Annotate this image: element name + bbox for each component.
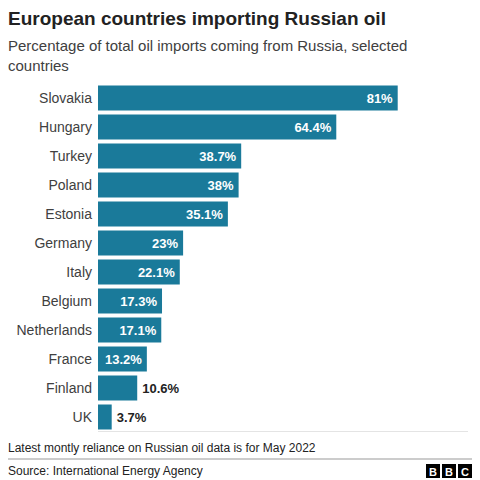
bars [98,86,398,430]
page: {"chart_data": {"type": "bar", "orientat… [0,0,480,480]
data-label: 38.7% [199,149,236,164]
category-label: France [48,351,92,367]
logo-letter: B [445,466,453,478]
logo: BBC [426,464,472,478]
bar [98,144,241,169]
logo-box [442,464,456,478]
x-axis-line [98,431,468,432]
labels: Slovakia 81% Hungary 64.4% Turkey 38.7% Poland… [17,90,394,425]
data-label: 10.6% [142,381,179,396]
category-label: Finland [46,380,92,396]
bar [98,260,180,285]
category-label: Germany [34,235,92,251]
category-label: Netherlands [17,322,93,338]
bar [98,173,239,198]
data-label: 17.1% [119,323,156,338]
logo-letter: B [429,466,437,478]
bar [98,202,228,227]
category-label: Hungary [39,119,92,135]
logo-box [458,464,472,478]
source: Source: International Energy Agency [8,464,203,478]
category-label: Turkey [50,148,92,164]
logo-letter: C [461,466,469,478]
chart: Slovakia 81% Hungary 64.4% Turkey 38.7% Poland… [0,0,480,480]
note: Latest montly reliance on Russian oil da… [8,441,316,455]
category-label: UK [73,409,93,425]
category-label: Poland [48,177,92,193]
bar [98,86,398,111]
data-label: 38% [208,178,234,193]
bar [98,289,162,314]
data-label: 23% [152,236,178,251]
data-label: 64.4% [294,120,331,135]
bar [98,405,112,430]
category-label: Slovakia [39,90,92,106]
data-label: 17.3% [120,294,157,309]
bar [98,376,137,401]
category-label: Estonia [45,206,92,222]
subtitle: Percentage of total oil imports coming f… [8,36,408,76]
bar [98,115,336,140]
bar [98,318,161,343]
category-label: Belgium [41,293,92,309]
bar [98,347,147,372]
category-label: Italy [66,264,92,280]
logo-box [426,464,440,478]
footer-rule [8,459,472,460]
data-label: 3.7% [117,410,147,425]
title: European countries importing Russian oil [8,8,386,30]
data-label: 13.2% [105,352,142,367]
data-label: 35.1% [186,207,223,222]
data-label: 81% [367,91,393,106]
bar [98,231,183,256]
data-label: 22.1% [138,265,175,280]
